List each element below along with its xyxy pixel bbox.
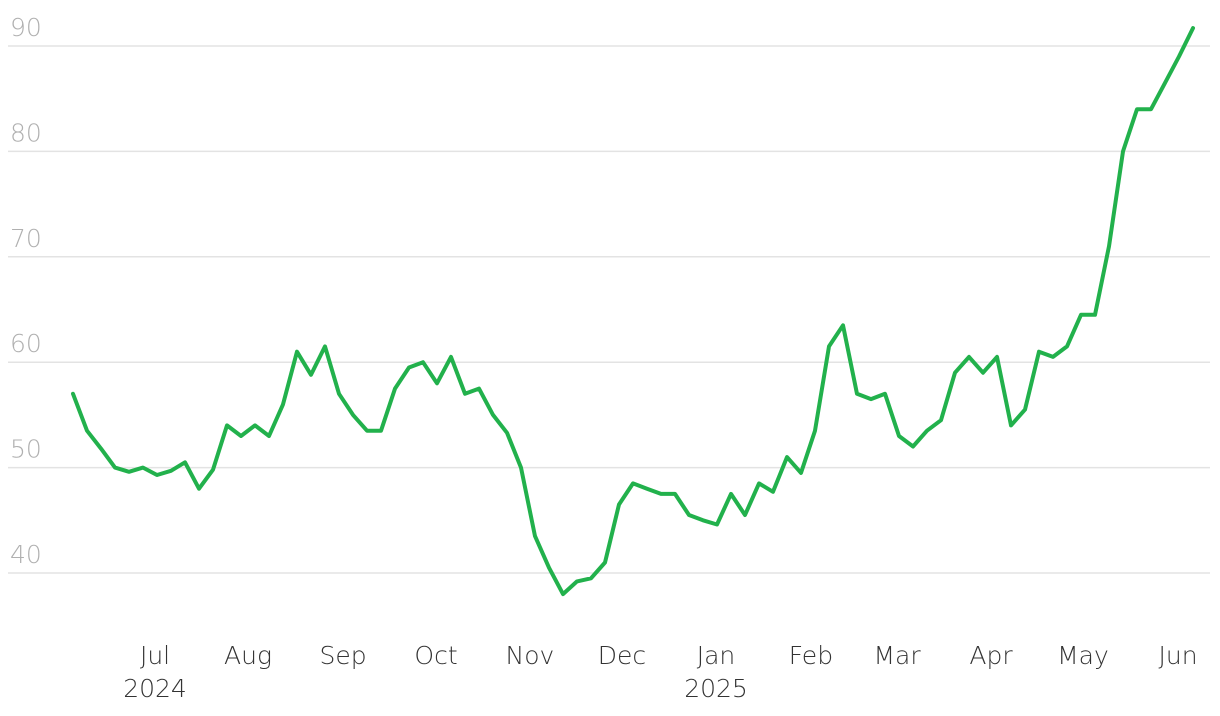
price-line <box>71 26 1195 597</box>
y-tick-label: 40 <box>10 540 42 569</box>
x-tick-label: Jun <box>1158 641 1197 670</box>
x-tick-label: Dec <box>598 641 646 670</box>
y-tick-label: 50 <box>10 435 42 464</box>
x-tick-label: Mar <box>873 641 921 670</box>
y-tick-label: 90 <box>10 13 42 42</box>
y-tick-label: 70 <box>10 224 42 253</box>
x-tick-label: Apr <box>969 641 1013 670</box>
x-tick-label: Aug <box>224 641 272 670</box>
x-tick-label: Sep <box>319 641 366 670</box>
x-tick-label: Nov <box>506 641 555 670</box>
year-label: 2024 <box>123 674 187 703</box>
y-tick-label: 80 <box>10 118 42 147</box>
x-tick-label: Oct <box>414 641 457 670</box>
x-tick-label: May <box>1057 641 1109 670</box>
x-tick-label: Jan <box>697 641 736 670</box>
y-tick-label: 60 <box>10 329 42 358</box>
x-tick-label: Jul <box>140 641 170 670</box>
x-tick-label: Feb <box>789 641 833 670</box>
year-label: 2025 <box>684 674 748 703</box>
